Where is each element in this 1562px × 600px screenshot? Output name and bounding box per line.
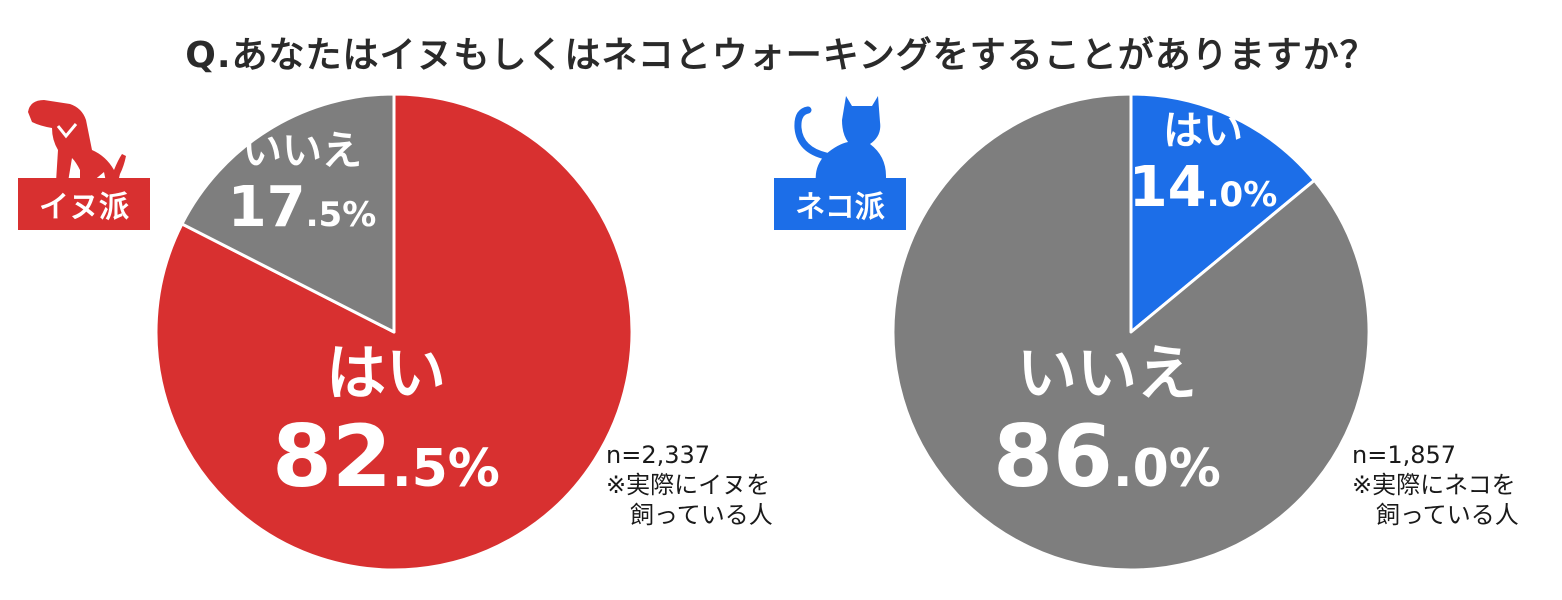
dog-note-line1: ※実際にイヌを: [606, 471, 771, 499]
dog-group-badge: イヌ派: [18, 178, 150, 230]
cat-group-label: ネコ派: [795, 190, 885, 225]
pie-slice-1-0: [1129, 92, 1316, 334]
chart-title: Q.あなたはイヌもしくはネコとウォーキングをすることがありますか？: [185, 35, 1377, 76]
slice-label-name-1-0: はい: [1163, 108, 1243, 154]
slice-label-name-0-0: はい: [326, 339, 446, 409]
cat-icon: [794, 96, 886, 182]
cat-note-line1: ※実際にネコを: [1352, 471, 1516, 499]
slice-label-value-1-0: 14.0%: [1129, 155, 1278, 220]
pie-slice-0-1: [180, 92, 396, 334]
slice-label-name-0-1: いいえ: [242, 128, 362, 174]
slice-label-name-1-1: いいえ: [1017, 339, 1197, 409]
cat-group-badge: ネコ派: [774, 178, 906, 230]
slice-label-value-1-1: 86.0%: [993, 407, 1221, 507]
dog-sample-size: n=2,337: [606, 441, 711, 469]
pie-slice-1-1: [891, 92, 1371, 572]
dog-group-label: イヌ派: [39, 190, 129, 225]
dog-icon: [28, 100, 126, 182]
dog-sample-note: n=2,337 ※実際にイヌを 飼っている人: [606, 440, 773, 530]
slice-label-value-0-0: 82.5%: [272, 407, 500, 507]
dog-note-line2: 飼っている人: [630, 501, 773, 529]
cat-sample-size: n=1,857: [1352, 441, 1457, 469]
slice-label-value-0-1: 17.5%: [228, 175, 377, 240]
cat-note-line2: 飼っている人: [1376, 501, 1519, 529]
cat-sample-note: n=1,857 ※実際にネコを 飼っている人: [1352, 440, 1519, 530]
